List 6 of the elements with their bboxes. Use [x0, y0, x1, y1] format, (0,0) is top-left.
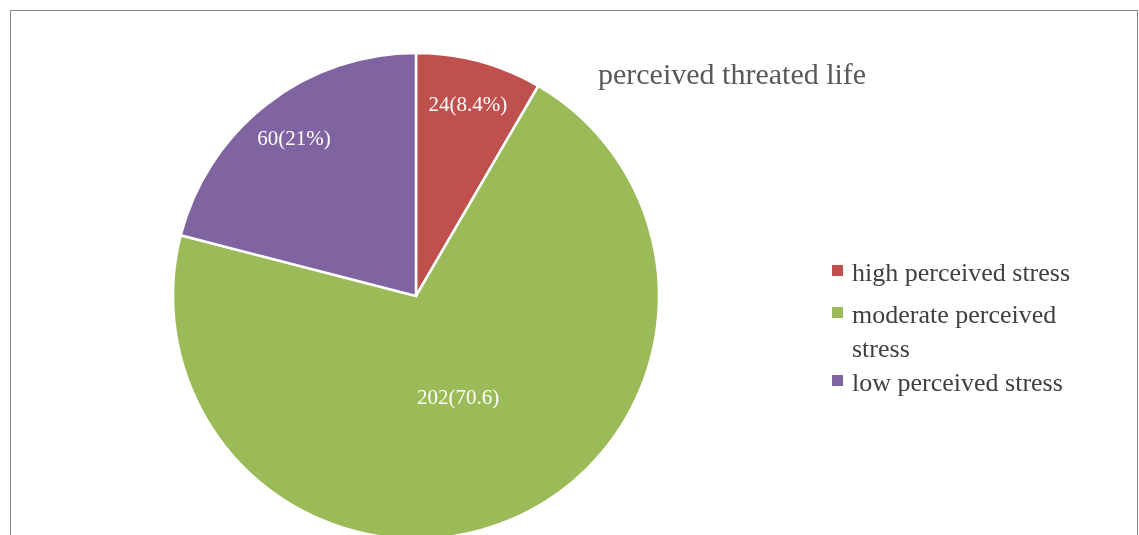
data-label: 60(21%): [257, 126, 331, 151]
data-label: 202(70.6): [417, 384, 500, 409]
legend-label: low perceived stress: [852, 367, 1063, 397]
data-label: 24(8.4%): [428, 91, 508, 116]
legend-label: high perceived stress: [852, 257, 1071, 287]
chart-title: perceived threated life: [598, 57, 867, 90]
